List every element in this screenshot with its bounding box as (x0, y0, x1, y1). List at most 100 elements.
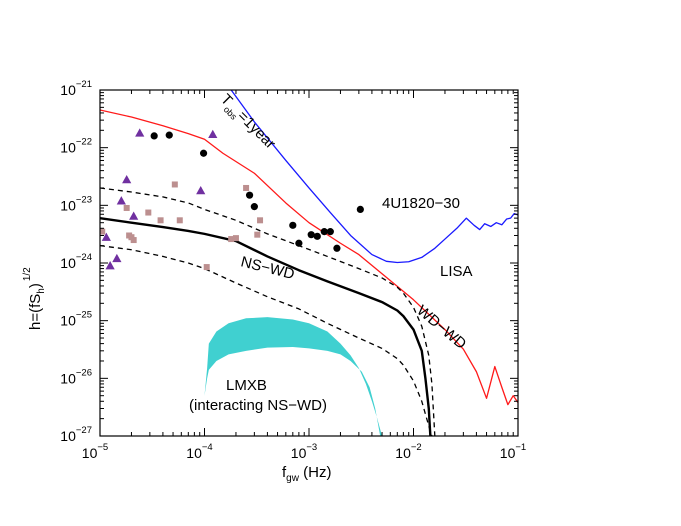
marker-triangle-4 (122, 174, 132, 184)
x-tick-label-base-0: 10 (82, 445, 98, 461)
marker-circle-1 (165, 131, 173, 139)
lmxb-label-line1: LMXB (226, 377, 267, 394)
y-tick-label-1: 10−26 (60, 367, 92, 386)
y-axis-title-sub: h (36, 288, 47, 294)
x-tick-label-1: 10−4 (186, 442, 212, 461)
marker-circle-3 (245, 191, 254, 199)
source-markers-layer (100, 128, 364, 271)
y-tick-label-5: 10−22 (60, 137, 92, 156)
x-axis-title-main: f (282, 464, 287, 481)
y-tick-label-exp-0: −27 (76, 425, 92, 436)
marker-circle-8 (313, 232, 321, 240)
y-tick-label-exp-5: −22 (76, 137, 92, 148)
curve-series-0 (230, 90, 518, 264)
lmxb-band-layer (204, 317, 383, 436)
marker-square-1 (123, 204, 130, 211)
x-tick-label-2: 10−3 (291, 442, 317, 461)
x-tick-label-base-2: 10 (291, 445, 307, 461)
y-tick-label-base-3: 10 (60, 255, 76, 271)
lmxb-band (204, 317, 383, 436)
marker-circle-5 (289, 221, 297, 229)
curve-series-1 (100, 109, 518, 406)
marker-triangle-2 (112, 253, 122, 263)
marker-circle-0 (150, 132, 158, 140)
marker-square-12 (243, 184, 250, 191)
y-axis-title-sup: 1/2 (22, 267, 33, 281)
source-4u1820-label: 4U1820−30 (382, 195, 460, 212)
y-tick-label-base-0: 10 (60, 428, 76, 444)
x-tick-label-0: 10−5 (82, 442, 108, 461)
marker-square-9 (203, 264, 210, 271)
marker-triangle-6 (135, 128, 145, 137)
y-axis-title-group: h=(fSh) 1/2 (22, 267, 47, 330)
marker-triangle-1 (105, 261, 115, 270)
marker-square-14 (257, 217, 264, 224)
y-axis-title: h=(fSh) 1/2 (22, 267, 47, 330)
marker-triangle-5 (129, 211, 139, 220)
y-tick-label-base-1: 10 (60, 370, 76, 386)
tobs-label-rest: =1year (234, 108, 279, 153)
ns-wd-label-group: NS−WD (239, 253, 296, 283)
x-tick-label-base-3: 10 (395, 445, 411, 461)
marker-triangle-7 (196, 186, 206, 195)
x-tick-label-exp-3: −2 (411, 442, 422, 453)
y-axis-title-main: h=(fS (27, 294, 44, 330)
marker-triangle-8 (208, 129, 218, 139)
y-tick-label-4: 10−23 (60, 194, 92, 213)
lisa-label: LISA (440, 263, 473, 280)
tobs-label-group: Tobs=1year (215, 91, 279, 155)
y-tick-label-base-5: 10 (60, 140, 76, 156)
y-tick-label-0: 10−27 (60, 425, 92, 444)
y-tick-label-3: 10−24 (60, 252, 92, 271)
y-tick-label-base-6: 10 (60, 82, 76, 98)
marker-square-13 (254, 231, 261, 238)
marker-square-0 (100, 228, 106, 235)
marker-square-6 (157, 217, 164, 224)
x-tick-label-exp-4: −1 (515, 442, 526, 453)
marker-circle-11 (333, 244, 341, 252)
marker-square-10 (228, 236, 235, 243)
ns-wd-label: NS−WD (239, 253, 296, 283)
y-tick-label-base-4: 10 (60, 197, 76, 213)
x-tick-label-4: 10−1 (500, 442, 526, 461)
y-tick-label-2: 10−25 (60, 310, 92, 329)
marker-square-11 (232, 235, 239, 242)
curve-series-3 (100, 187, 436, 436)
x-tick-label-exp-0: −5 (97, 442, 108, 453)
y-tick-label-exp-6: −21 (76, 79, 92, 90)
x-axis-title-sub: gw (286, 473, 300, 484)
sensitivity-curves-layer (100, 90, 518, 436)
y-tick-label-exp-4: −23 (76, 194, 92, 205)
marker-square-7 (171, 181, 178, 188)
marker-triangle-0 (101, 232, 111, 241)
curve-series-4 (100, 244, 433, 436)
marker-square-4 (130, 237, 137, 244)
marker-circle-2 (199, 149, 208, 157)
marker-square-5 (145, 209, 152, 216)
marker-square-8 (176, 217, 183, 224)
x-tick-label-exp-2: −3 (306, 442, 317, 453)
y-axis-title-close: ) (27, 283, 44, 288)
x-tick-label-3: 10−2 (395, 442, 421, 461)
x-axis-title: fgw (Hz) (282, 464, 331, 484)
marker-triangle-3 (116, 196, 126, 205)
x-tick-label-base-1: 10 (186, 445, 202, 461)
x-tick-label-exp-1: −4 (202, 442, 213, 453)
curve-series-2 (100, 216, 432, 436)
y-tick-label-6: 10−21 (60, 79, 92, 98)
lmxb-label-line2: (interacting NS−WD) (189, 397, 327, 414)
x-tick-label-base-4: 10 (500, 445, 516, 461)
x-axis-title-rest: (Hz) (299, 464, 332, 481)
marker-circle-4 (250, 203, 258, 211)
y-tick-label-base-2: 10 (60, 313, 76, 329)
marker-circle-6 (295, 239, 303, 247)
marker-circle-12 (356, 205, 364, 214)
y-tick-label-exp-3: −24 (76, 252, 92, 263)
marker-circle-10 (326, 228, 334, 236)
y-tick-label-exp-1: −26 (76, 367, 92, 378)
y-tick-label-exp-2: −25 (76, 310, 92, 321)
axis-ticks-layer: 10−5 10−4 10−3 10−2 10−110−2710−2610−2510−24… (60, 79, 526, 461)
tobs-label: Tobs=1year (215, 91, 279, 155)
marker-circle-7 (307, 231, 315, 239)
